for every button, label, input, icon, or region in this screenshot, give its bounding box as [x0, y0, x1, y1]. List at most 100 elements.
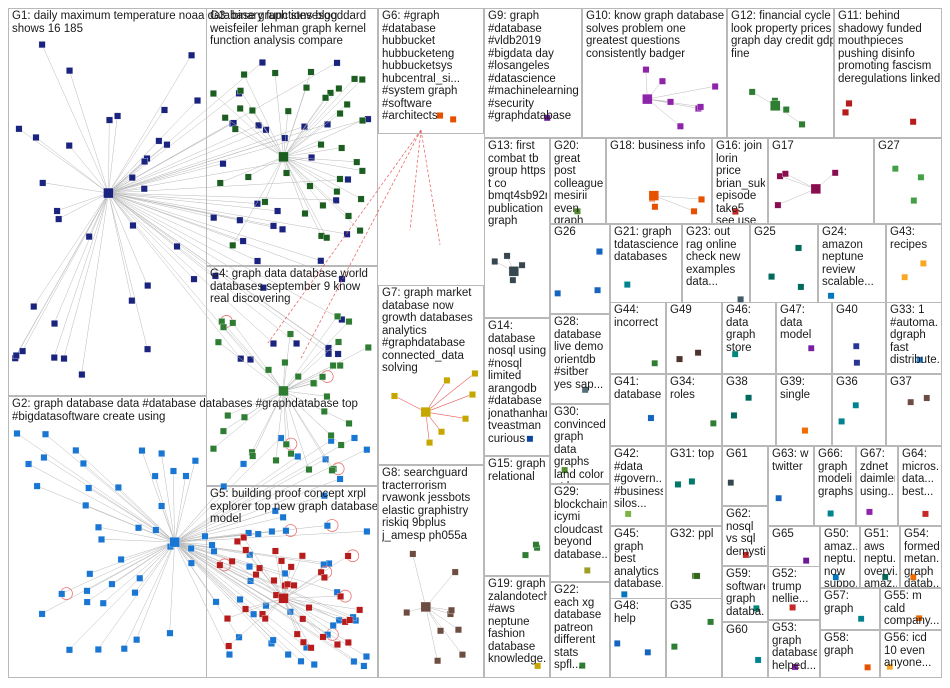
edge: [174, 541, 272, 644]
cluster-network: [543, 114, 551, 122]
hub-vertex: [278, 593, 289, 604]
edge: [169, 542, 175, 633]
vertex: [403, 609, 411, 616]
cluster-panel-g45: G45: graph best analytics database...: [610, 526, 666, 608]
cluster-label: G33: 1 #automa... dgraph fast distribute…: [890, 304, 939, 366]
cluster-label: G64: micros... data... best...: [902, 448, 939, 498]
vertex: [33, 482, 41, 490]
cluster-network: [710, 420, 717, 427]
vertex: [518, 261, 526, 269]
vertex: [907, 398, 914, 406]
cluster-label: G24: amazon neptune review scalable...: [822, 226, 874, 288]
cluster-label: G14: database nosql using #nosql limited…: [488, 320, 547, 445]
vertex: [857, 615, 865, 622]
edge: [174, 541, 291, 612]
edge: [120, 541, 175, 560]
cluster-label: G17: [772, 140, 794, 152]
cluster-label: G31: top: [670, 448, 715, 460]
cluster-panel-g23: G23: out rag online check new examples d…: [682, 224, 750, 314]
vertex: [284, 580, 291, 588]
vertex: [852, 342, 860, 350]
vertex: [244, 173, 252, 181]
edge: [108, 192, 264, 288]
vertex: [690, 207, 698, 215]
vertex: [671, 643, 678, 650]
cluster-panel-g41: G41: database: [610, 374, 666, 446]
vertex: [409, 550, 417, 558]
cluster-panel-g14: G14: database nosql using #nosql limited…: [484, 318, 550, 456]
edge: [108, 192, 241, 359]
cluster-panel-g64: G64: micros... data... best...: [898, 446, 942, 526]
vertex: [19, 347, 27, 355]
cluster-network: [774, 169, 839, 209]
vertex: [852, 402, 860, 409]
cluster-network: [910, 573, 917, 581]
edge: [134, 541, 175, 593]
vertex: [279, 513, 287, 521]
edge: [251, 390, 284, 453]
vertex: [471, 370, 479, 377]
edge: [283, 390, 327, 397]
edge: [108, 192, 194, 280]
vertex: [623, 281, 631, 288]
vertex: [335, 85, 343, 92]
cluster-label: G40: [836, 304, 858, 316]
vertex: [838, 418, 845, 425]
edge: [174, 495, 325, 543]
vertex: [328, 466, 336, 474]
edge: [283, 390, 309, 470]
vertex: [526, 435, 534, 443]
vertex: [688, 478, 696, 485]
cluster-label: G9: graph #database #vldb2019 #bigdata d…: [488, 10, 579, 122]
vertex: [319, 202, 327, 209]
edge: [108, 54, 192, 194]
vertex: [187, 559, 195, 567]
vertex: [853, 359, 861, 366]
edge: [283, 347, 369, 392]
edge: [283, 156, 361, 231]
vertex: [651, 203, 659, 211]
vertex: [594, 286, 601, 294]
vertex: [730, 412, 738, 419]
edge: [28, 463, 175, 543]
cluster-label: G61: [726, 448, 748, 460]
vertex: [581, 386, 589, 394]
vertex: [353, 158, 361, 166]
vertex: [798, 121, 806, 128]
edge: [174, 456, 298, 543]
edge: [108, 192, 240, 221]
vertex: [40, 454, 48, 461]
vertex: [698, 196, 705, 203]
vertex: [83, 598, 91, 606]
vertex: [491, 258, 499, 265]
vertex: [892, 165, 899, 172]
vertex: [807, 344, 815, 352]
edge: [213, 390, 284, 449]
vertex: [323, 234, 331, 242]
vertex: [94, 646, 102, 653]
cluster-panel-g67: G67: zdnet daimler using...: [856, 446, 898, 526]
vertex: [191, 457, 199, 465]
cluster-network: [579, 662, 586, 669]
vertex: [307, 68, 315, 76]
edge: [243, 537, 284, 599]
vertex: [272, 456, 280, 464]
vertex: [240, 534, 248, 541]
vertex: [50, 354, 58, 362]
edge: [283, 555, 303, 599]
vertex: [60, 355, 68, 362]
cluster-panel-g59: G59: software graph databa...: [722, 566, 768, 622]
edge: [108, 192, 214, 218]
vertex: [32, 134, 40, 141]
cluster-panel-g32: G32: ppl: [666, 526, 722, 608]
edge: [232, 156, 284, 246]
vertex: [651, 359, 658, 367]
cluster-label: G41: database: [614, 376, 662, 401]
edge: [102, 541, 175, 604]
vertex: [363, 653, 370, 660]
edge: [283, 376, 323, 392]
vertex: [621, 591, 628, 598]
vertex: [732, 208, 739, 215]
cluster-panel-g53: G53: graph database helped...: [768, 620, 820, 678]
edge: [174, 449, 367, 543]
